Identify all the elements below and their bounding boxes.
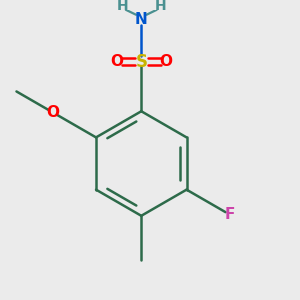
Text: S: S: [135, 52, 147, 70]
Text: O: O: [160, 54, 172, 69]
Text: F: F: [224, 207, 235, 222]
Text: H: H: [154, 0, 166, 13]
Text: H: H: [117, 0, 128, 13]
Text: N: N: [135, 12, 148, 27]
Text: O: O: [110, 54, 123, 69]
Text: O: O: [46, 105, 59, 120]
